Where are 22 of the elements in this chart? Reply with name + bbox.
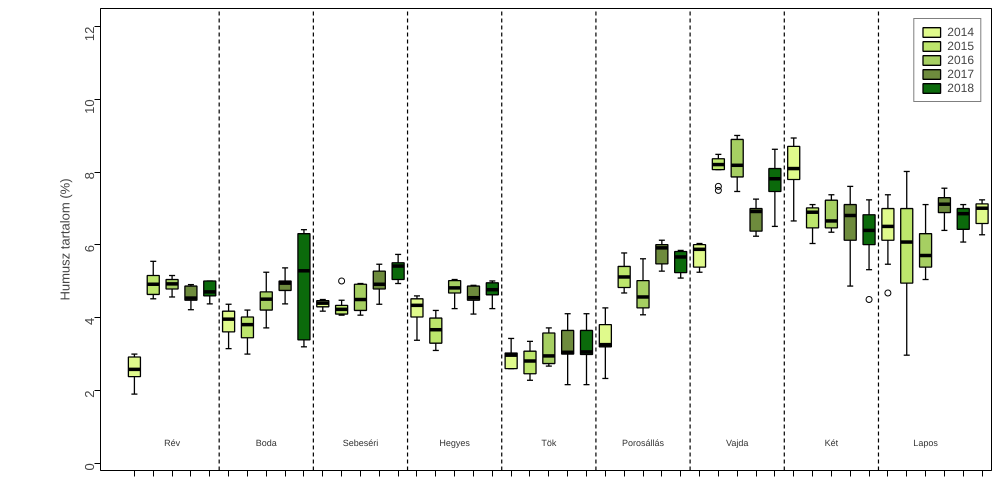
legend-label: 2017 [947,67,974,81]
legend-label: 2016 [947,53,974,67]
x-tick-label: Vajda [726,438,748,448]
y-tick-label: 8 [82,172,97,180]
y-tick-label: 4 [82,318,97,325]
x-tick-label: Porosállás [622,438,665,448]
y-tick-label: 2 [82,390,97,398]
x-tick-label: Boda [256,438,277,448]
x-tick-label: Rév [164,438,181,448]
y-tick-label: 10 [82,99,97,114]
y-axis-title: Humusz tartalom (%) [58,178,72,301]
x-tick-label: Sebeséri [342,438,378,448]
x-tick-label: Két [824,438,839,448]
x-tick-label: Hegyes [439,438,470,448]
y-tick-label: 6 [82,244,97,252]
legend-label: 2014 [947,25,974,39]
x-tick-label: Lapos [913,438,938,448]
legend-label: 2018 [947,81,974,95]
legend-label: 2015 [947,39,974,53]
y-tick-label: 12 [82,26,97,42]
x-tick-label: Tök [541,438,557,448]
y-tick-label: 0 [82,463,97,470]
